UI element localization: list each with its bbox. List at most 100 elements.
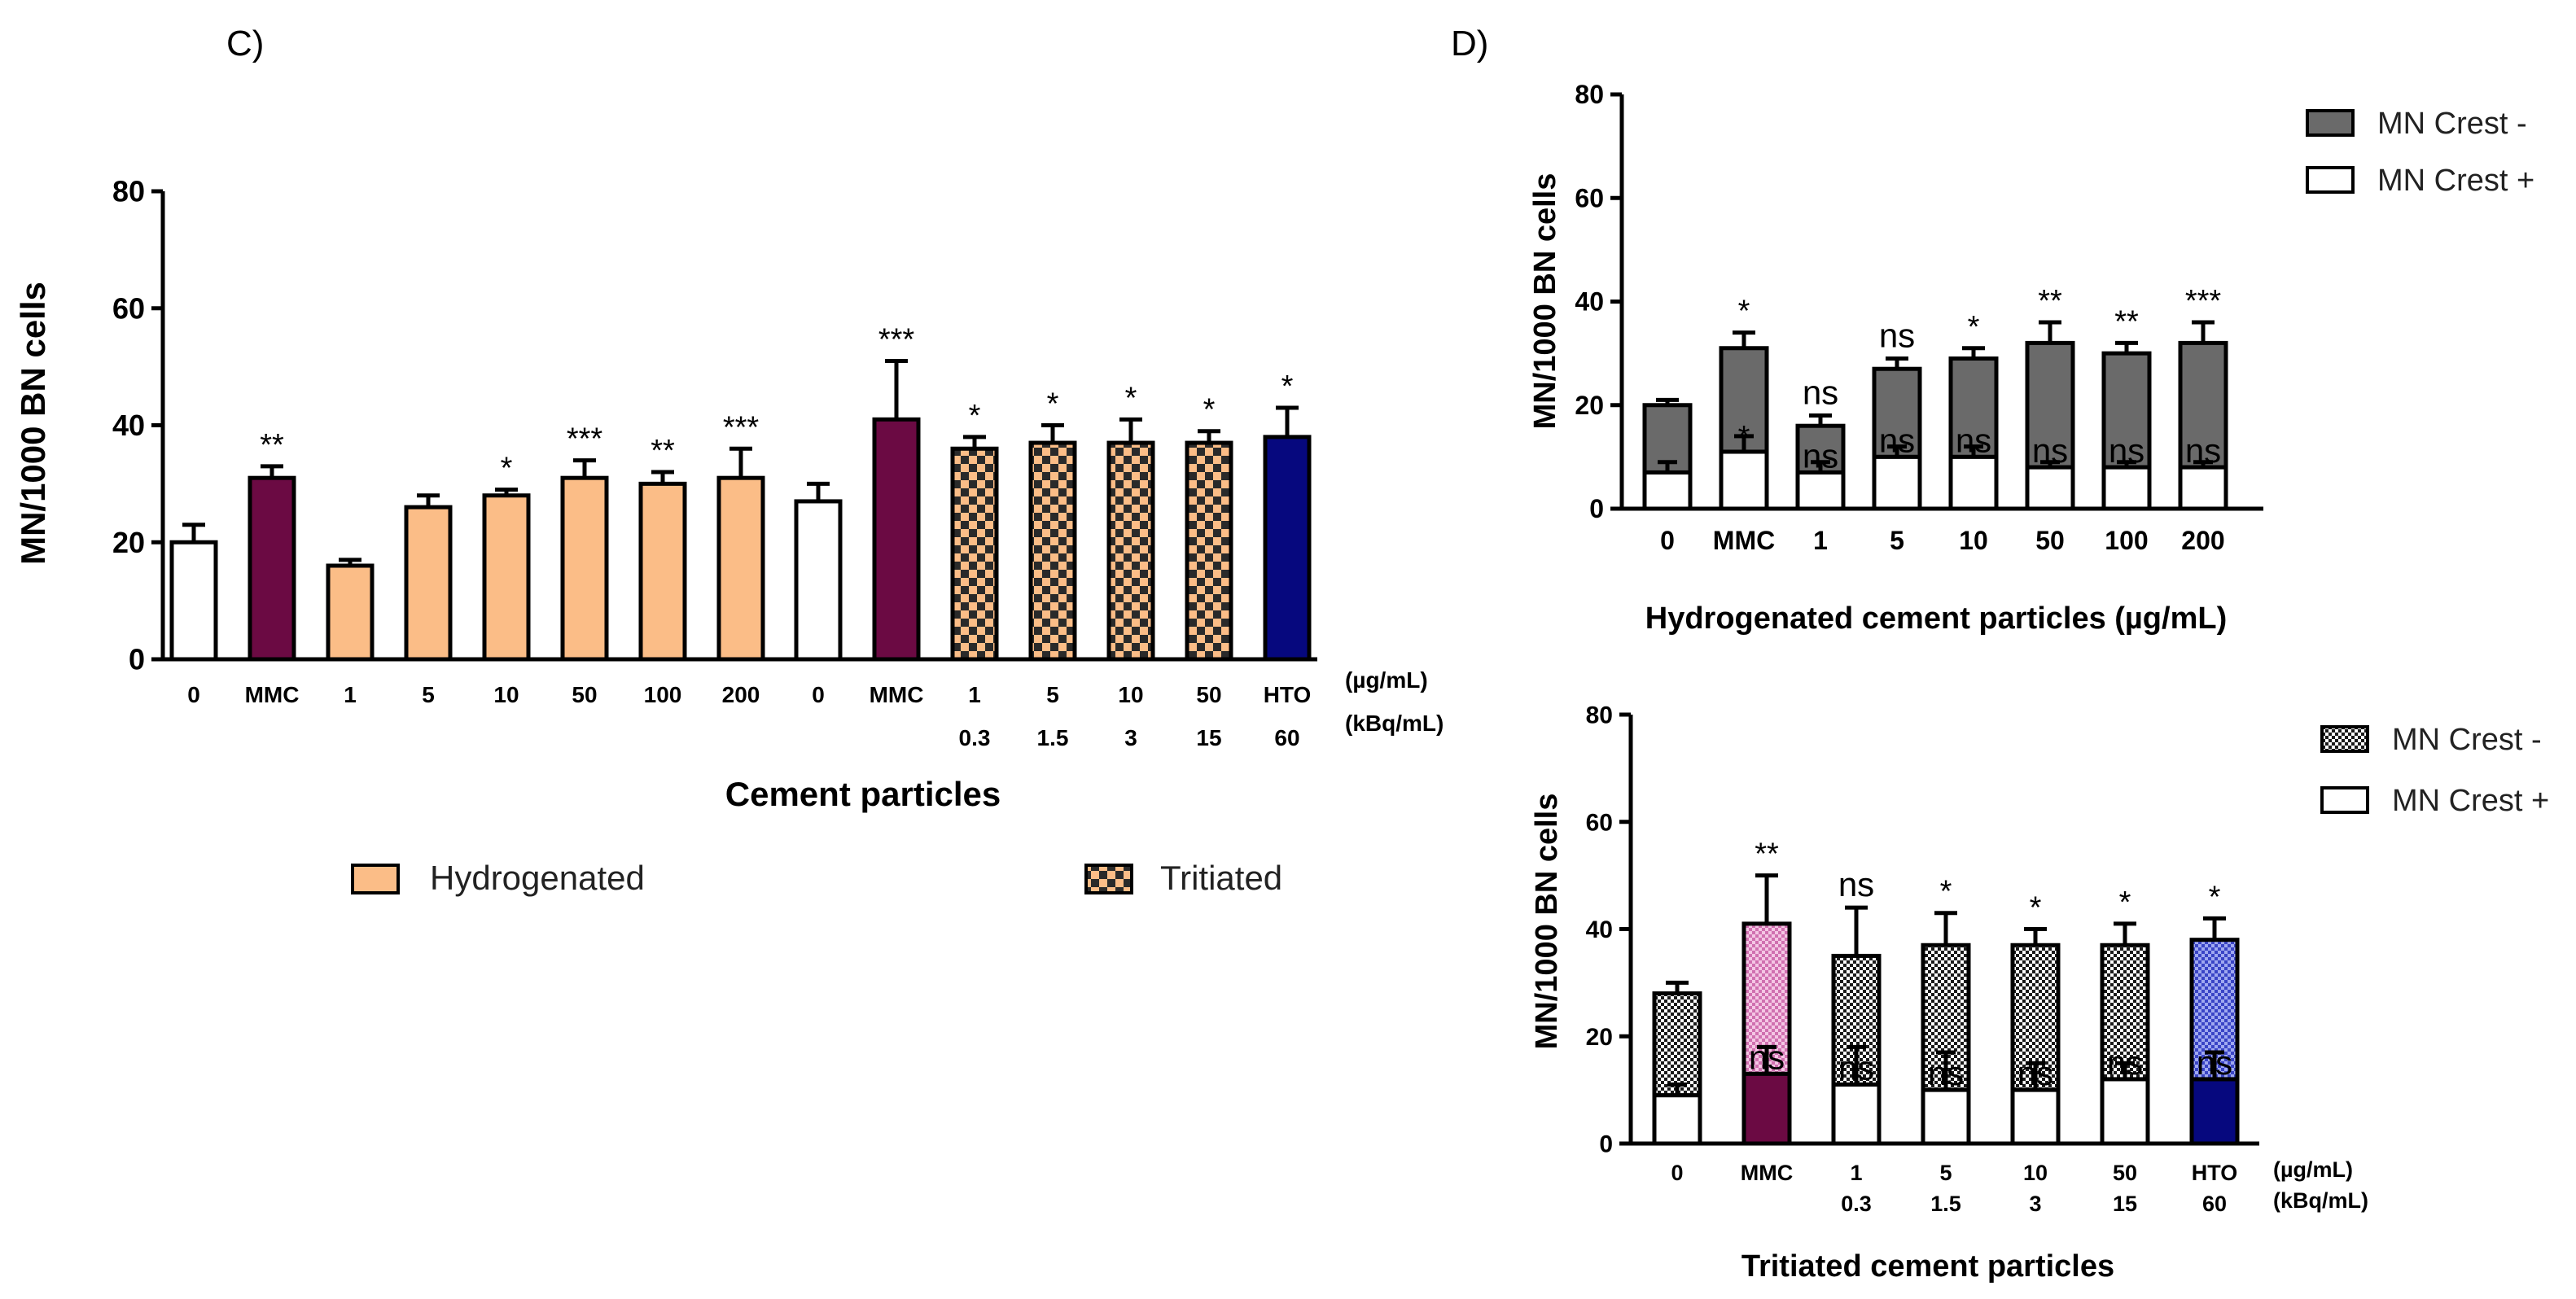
panel-c-x-tick-label: 200 [722, 682, 760, 707]
legend-label-hydrogenated: Hydrogenated [430, 859, 645, 897]
d1-significance-total: * [1738, 295, 1750, 329]
d2-significance-plus: ns [1928, 1054, 1964, 1092]
d1-significance-total: ** [2114, 304, 2139, 339]
d2-bar-crest-plus [1741, 1071, 1792, 1146]
d2-x-tick-label: 10 [2023, 1161, 2048, 1185]
panel-c-unit-kbqml: (kBq/mL) [1345, 711, 1444, 736]
panel-c-x-sub-label: 15 [1196, 725, 1221, 750]
panel-c-significance: ** [651, 434, 675, 468]
d2-bar-crest-plus [2100, 1077, 2150, 1146]
d2-bar-crest-plus [1831, 1082, 1882, 1146]
d2-bar-crest-minus [1921, 943, 1971, 1092]
d1-bar-crest-minus [1795, 423, 1846, 475]
d1-significance-plus: ns [2185, 431, 2221, 470]
d2-bar-crest-plus [1652, 1093, 1702, 1146]
d2-significance-plus: ns [1838, 1049, 1874, 1087]
panel-c-x-tick-label: 10 [1118, 682, 1143, 707]
d1-y-tick-label: 0 [1589, 494, 1604, 523]
d1-significance-total: *** [2185, 284, 2222, 318]
legend-label-crest-plus-bottom: MN Crest + [2392, 784, 2549, 818]
d1-y-tick-label: 20 [1575, 391, 1604, 420]
d2-bar-crest-plus [2189, 1077, 2240, 1146]
legend-swatch-crest-minus-top [2306, 109, 2355, 137]
d2-significance-plus: ns [2197, 1043, 2232, 1082]
panel-d-top-axes: 0 20 40 60 80 [1575, 80, 2263, 523]
d1-x-tick-label: 5 [1890, 526, 1904, 555]
panel-c-significance: *** [878, 322, 915, 356]
panel-c-x-axis-title: Cement particles [725, 775, 1001, 813]
panel-c-x-sub-label: 0.3 [959, 725, 991, 750]
panel-c-y-tick-label: 60 [112, 291, 145, 325]
d1-significance-total: ns [1803, 373, 1838, 411]
panel-c-significance: * [501, 452, 513, 486]
panel-c-legend: Hydrogenated Tritiated [351, 859, 1282, 897]
d1-bar-crest-plus [1642, 470, 1693, 511]
panel-c-x-sub-label: 60 [1274, 725, 1299, 750]
panel-c-significance: * [1125, 381, 1137, 415]
panel-c-x-sub-label: 3 [1124, 725, 1137, 750]
d2-x-tick-label: 5 [1939, 1161, 1952, 1185]
d2-x-tick-label: MMC [1741, 1161, 1793, 1185]
panel-c-bar [872, 417, 921, 662]
d1-x-tick-label: MMC [1713, 526, 1775, 555]
d2-x-tick-label: 0 [1671, 1161, 1683, 1185]
panel-c-letter: C) [226, 24, 264, 63]
d1-x-tick-label: 50 [2035, 526, 2065, 555]
d2-x-tick-label: HTO [2192, 1161, 2238, 1185]
panel-d-bottom-y-axis-title: MN/1000 BN cells [1530, 794, 1564, 1050]
d2-significance-plus: ns [1749, 1038, 1785, 1076]
panel-c-x-tick-label: 5 [1046, 682, 1059, 707]
panel-d-bottom-labels: 0 ** ns MMC ns ns 1 0.3 * ns 5 1.5 * ns 10 3 * ns 50 15 * ns H… [1671, 838, 2237, 1216]
d1-bar-crest-plus [2178, 465, 2228, 511]
d1-significance-plus: ns [2032, 431, 2068, 470]
legend-swatch-crest-plus-top [2306, 166, 2355, 194]
panel-c-y-tick-label: 80 [112, 175, 145, 208]
d1-x-tick-label: 10 [1959, 526, 1988, 555]
d2-significance-total: * [2030, 891, 2042, 925]
d2-significance-total: ** [1755, 838, 1779, 872]
d1-bar-crest-plus [1948, 454, 1999, 511]
d2-y-tick-label: 40 [1586, 916, 1613, 943]
panel-c-significance: * [1203, 393, 1216, 427]
d2-x-tick-label: 1 [1850, 1161, 1862, 1185]
d1-bar-crest-plus [2101, 465, 2152, 511]
d2-significance-plus: ns [2107, 1043, 2143, 1082]
panel-d-bottom-unit-kbqml: (kBq/mL) [2273, 1188, 2368, 1213]
panel-c-significance: *** [567, 422, 603, 457]
panel-d-bottom-x-axis-title: Tritiated cement particles [1741, 1249, 2114, 1284]
d1-y-tick-label: 80 [1575, 80, 1604, 109]
d1-bar-crest-minus [2101, 351, 2152, 470]
panel-d-bottom-bars [1652, 873, 2240, 1146]
panel-c-bars [169, 358, 1312, 662]
panel-c-bar [1185, 440, 1233, 662]
panel-c-x-tick-label: 1 [968, 682, 981, 707]
panel-c-significance: * [1281, 370, 1294, 404]
d1-significance-total: ** [2038, 284, 2062, 318]
d1-x-tick-label: 100 [2105, 526, 2148, 555]
panel-c-significance: * [969, 399, 981, 433]
d2-x-tick-label: 50 [2113, 1161, 2137, 1185]
panel-c-x-tick-label: 100 [644, 682, 682, 707]
d1-bar-crest-minus [2178, 340, 2228, 470]
legend-label-crest-minus-top: MN Crest - [2377, 107, 2527, 141]
d1-bar-crest-plus [1872, 454, 1922, 511]
panel-d-letter: D) [1451, 24, 1488, 63]
panel-c-bar [1106, 440, 1155, 662]
d1-significance-total: ns [1879, 316, 1915, 354]
legend-swatch-tritiated [1084, 864, 1133, 894]
panel-c-unit-ugml: (µg/mL) [1345, 667, 1428, 693]
d2-significance-plus: ns [2017, 1054, 2053, 1092]
d2-bar-crest-minus [2010, 943, 2061, 1092]
d1-bar-crest-plus [1795, 470, 1846, 511]
d2-significance-total: * [2119, 886, 2131, 920]
panel-c-x-tick-label: MMC [870, 682, 924, 707]
panel-d-bottom-unit-ugml: (µg/mL) [2273, 1157, 2353, 1182]
panel-c-bar [248, 475, 296, 662]
d1-significance-plus: ns [1879, 421, 1915, 459]
panel-c-bar [560, 475, 609, 662]
panel-d-top-labels: 0**MMCnsns1nsns5*ns10**ns50**ns100***ns2… [1660, 284, 2225, 555]
d2-significance-total: * [2209, 880, 2221, 914]
